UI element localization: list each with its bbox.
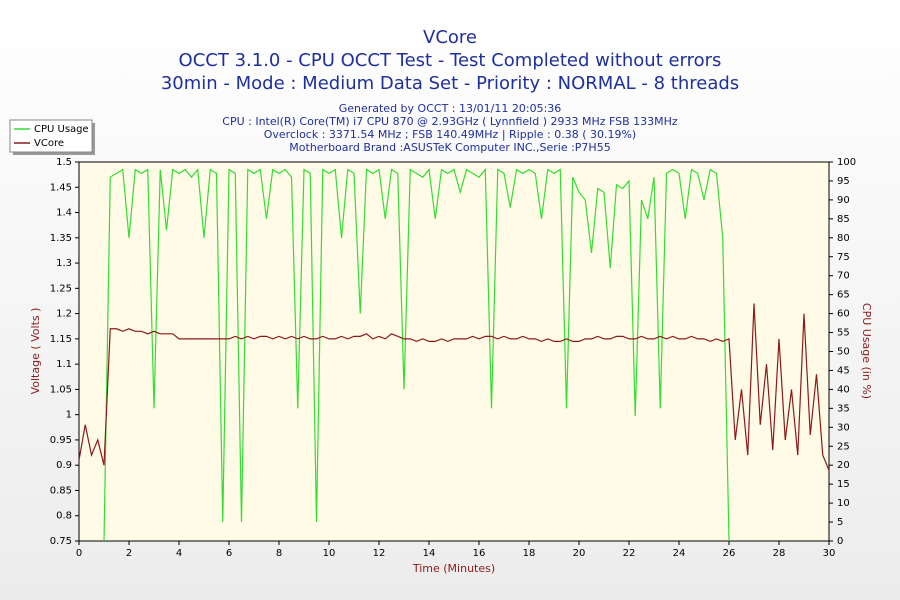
x-tick-label: 12 <box>373 548 386 559</box>
x-axis-label: Time (Minutes) <box>412 562 495 575</box>
y2-tick-label: 35 <box>837 403 850 414</box>
y2-tick-label: 100 <box>837 157 856 168</box>
y-tick-label: 1.3 <box>56 258 72 269</box>
y2-tick-label: 55 <box>837 328 850 339</box>
x-tick-label: 18 <box>523 548 536 559</box>
legend-label: VCore <box>34 138 64 149</box>
y2-tick-label: 40 <box>837 384 850 395</box>
y2-tick-label: 45 <box>837 365 850 376</box>
x-tick-label: 16 <box>473 548 486 559</box>
y-tick-label: 1 <box>66 410 72 421</box>
y-axis-label: Voltage ( Volts ) <box>29 308 42 395</box>
x-tick-label: 24 <box>673 548 686 559</box>
y-tick-label: 0.75 <box>50 536 72 547</box>
y2-tick-label: 50 <box>837 347 850 358</box>
x-tick-label: 2 <box>126 548 132 559</box>
y2-tick-label: 80 <box>837 233 850 244</box>
info: Motherboard Brand :ASUSTeK Computer INC.… <box>289 141 610 154</box>
y2-tick-label: 85 <box>837 214 850 225</box>
y2-tick-label: 15 <box>837 479 850 490</box>
x-tick-label: 22 <box>623 548 636 559</box>
x-tick-label: 14 <box>423 548 436 559</box>
x-tick-label: 30 <box>823 548 836 559</box>
info: Overclock : 3371.54 MHz ; FSB 140.49MHz … <box>264 128 636 141</box>
subtitle: OCCT 3.1.0 - CPU OCCT Test - Test Comple… <box>179 50 722 71</box>
y2-tick-label: 65 <box>837 290 850 301</box>
y-tick-label: 0.95 <box>50 435 72 446</box>
y2-tick-label: 90 <box>837 195 850 206</box>
y-tick-label: 1.15 <box>50 334 72 345</box>
y-tick-label: 0.9 <box>56 460 72 471</box>
x-tick-label: 8 <box>276 548 282 559</box>
y-tick-label: 1.25 <box>50 283 72 294</box>
y-tick-label: 0.8 <box>56 511 72 522</box>
chart-title: VCore <box>423 27 477 48</box>
legend-label: CPU Usage <box>34 124 89 135</box>
y-tick-label: 1.2 <box>56 309 72 320</box>
y-tick-label: 1.35 <box>50 233 72 244</box>
y-tick-label: 0.85 <box>50 485 72 496</box>
y2-tick-label: 75 <box>837 252 850 263</box>
subtitle: 30min - Mode : Medium Data Set - Priorit… <box>161 73 739 94</box>
x-tick-label: 4 <box>176 548 182 559</box>
series-line <box>78 303 830 471</box>
y2-tick-label: 70 <box>837 271 850 282</box>
x-tick-label: 26 <box>723 548 736 559</box>
legend <box>9 119 93 153</box>
x-tick-label: 0 <box>76 548 82 559</box>
y2-tick-label: 30 <box>837 422 850 433</box>
y2-axis-label: CPU Usage (in %) <box>860 303 873 399</box>
y-tick-label: 1.1 <box>56 359 72 370</box>
x-tick-label: 20 <box>573 548 586 559</box>
y2-tick-label: 10 <box>837 498 850 509</box>
y-tick-label: 1.5 <box>56 157 72 168</box>
y-tick-label: 1.05 <box>50 384 72 395</box>
info: Generated by OCCT : 13/01/11 20:05:36 <box>339 102 562 115</box>
x-tick-label: 10 <box>323 548 336 559</box>
y2-tick-label: 95 <box>837 176 850 187</box>
y2-tick-label: 60 <box>837 309 850 320</box>
info: CPU : Intel(R) Core(TM) i7 CPU 870 @ 2.9… <box>222 115 678 128</box>
y2-tick-label: 5 <box>837 517 843 528</box>
y-tick-label: 1.4 <box>56 208 72 219</box>
series-line <box>103 167 730 542</box>
x-tick-label: 6 <box>226 548 232 559</box>
y2-tick-label: 0 <box>837 536 843 547</box>
y2-tick-label: 25 <box>837 441 850 452</box>
plot-area <box>78 161 830 542</box>
y2-tick-label: 20 <box>837 460 850 471</box>
y-tick-label: 1.45 <box>50 182 72 193</box>
x-tick-label: 28 <box>773 548 786 559</box>
